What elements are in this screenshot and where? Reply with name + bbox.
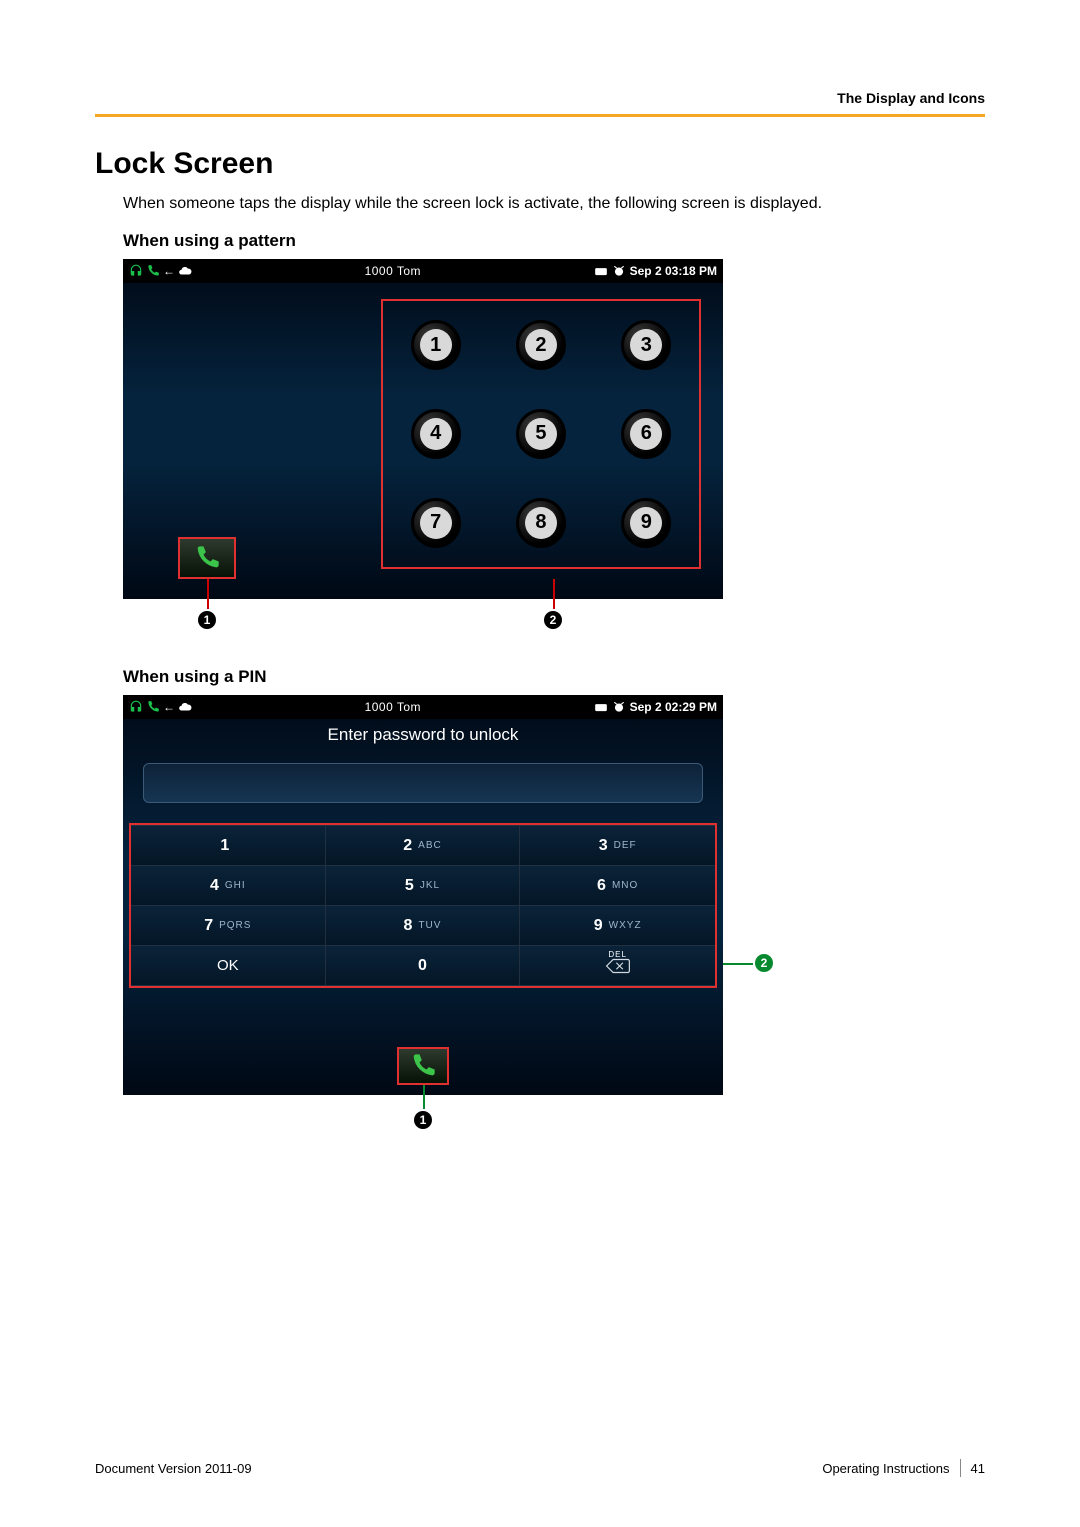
arrow-icon: ←	[163, 700, 175, 714]
intro-text: When someone taps the display while the …	[123, 195, 985, 213]
key-ok[interactable]: OK	[131, 946, 326, 986]
page-footer: Document Version 2011-09 Operating Instr…	[95, 1459, 985, 1477]
section-header: The Display and Icons	[95, 90, 985, 106]
alarm-icon	[612, 700, 626, 714]
pattern-node[interactable]: 6	[621, 409, 671, 459]
phone-icon	[193, 544, 221, 572]
call-fwd-icon	[146, 700, 160, 714]
status-bar: ← 1000 Tom Sep 2 03:18 PM	[123, 259, 723, 283]
arrow-icon: ←	[163, 264, 175, 278]
header-rule	[95, 114, 985, 117]
footer-divider	[960, 1459, 961, 1477]
callout-2: 2	[544, 611, 562, 629]
callout-line	[553, 579, 555, 609]
callout-line	[423, 1085, 425, 1109]
pattern-node[interactable]: 1	[411, 320, 461, 370]
call-fwd-icon	[146, 264, 160, 278]
pattern-grid[interactable]: 1 2 3 4 5 6 7 8 9	[381, 299, 701, 569]
phone-icon	[409, 1052, 437, 1080]
key-4[interactable]: 4GHI	[131, 866, 326, 906]
key-7[interactable]: 7PQRS	[131, 906, 326, 946]
pattern-node[interactable]: 4	[411, 409, 461, 459]
status-center: 1000 Tom	[192, 264, 594, 278]
keyboard-icon	[594, 264, 608, 278]
headset-icon	[129, 700, 143, 714]
headset-icon	[129, 264, 143, 278]
doc-version: Document Version 2011-09	[95, 1461, 252, 1476]
pattern-node[interactable]: 9	[621, 498, 671, 548]
keyboard-icon	[594, 700, 608, 714]
key-6[interactable]: 6MNO	[520, 866, 715, 906]
pattern-node[interactable]: 5	[516, 409, 566, 459]
key-1[interactable]: 1	[131, 826, 326, 866]
callout-2: 2	[755, 954, 773, 972]
pin-screenshot: ← 1000 Tom Sep 2 02:29 PM Enter password…	[123, 695, 723, 1095]
callout-1: 1	[198, 611, 216, 629]
cloud-icon	[178, 264, 192, 278]
alarm-icon	[612, 264, 626, 278]
backspace-icon	[605, 957, 631, 975]
key-5[interactable]: 5JKL	[326, 866, 521, 906]
pin-keypad: 1 2ABC 3DEF 4GHI 5JKL 6MNO 7PQRS 8TUV 9W…	[131, 825, 715, 986]
callout-1: 1	[414, 1111, 432, 1129]
footer-label: Operating Instructions	[822, 1461, 949, 1476]
key-3[interactable]: 3DEF	[520, 826, 715, 866]
pin-heading: When using a PIN	[123, 667, 985, 687]
cloud-icon	[178, 700, 192, 714]
phone-button[interactable]	[178, 537, 236, 579]
callout-line	[207, 579, 209, 609]
key-8[interactable]: 8TUV	[326, 906, 521, 946]
status-time: Sep 2 03:18 PM	[630, 264, 717, 278]
key-9[interactable]: 9WXYZ	[520, 906, 715, 946]
pin-input[interactable]	[143, 763, 703, 803]
key-2[interactable]: 2ABC	[326, 826, 521, 866]
callout-line	[723, 963, 753, 965]
pattern-node[interactable]: 3	[621, 320, 671, 370]
page-number: 41	[971, 1461, 985, 1476]
pattern-screenshot: ← 1000 Tom Sep 2 03:18 PM 1 2 3 4 5 6 7 …	[123, 259, 723, 599]
status-time: Sep 2 02:29 PM	[630, 700, 717, 714]
phone-button[interactable]	[397, 1047, 449, 1085]
key-0[interactable]: 0	[326, 946, 521, 986]
pin-prompt: Enter password to unlock	[123, 725, 723, 745]
page-title: Lock Screen	[95, 147, 985, 181]
status-bar: ← 1000 Tom Sep 2 02:29 PM	[123, 695, 723, 719]
pattern-node[interactable]: 7	[411, 498, 461, 548]
pattern-heading: When using a pattern	[123, 231, 985, 251]
key-del[interactable]: DEL	[520, 946, 715, 986]
pattern-node[interactable]: 2	[516, 320, 566, 370]
pattern-node[interactable]: 8	[516, 498, 566, 548]
status-center: 1000 Tom	[192, 700, 594, 714]
